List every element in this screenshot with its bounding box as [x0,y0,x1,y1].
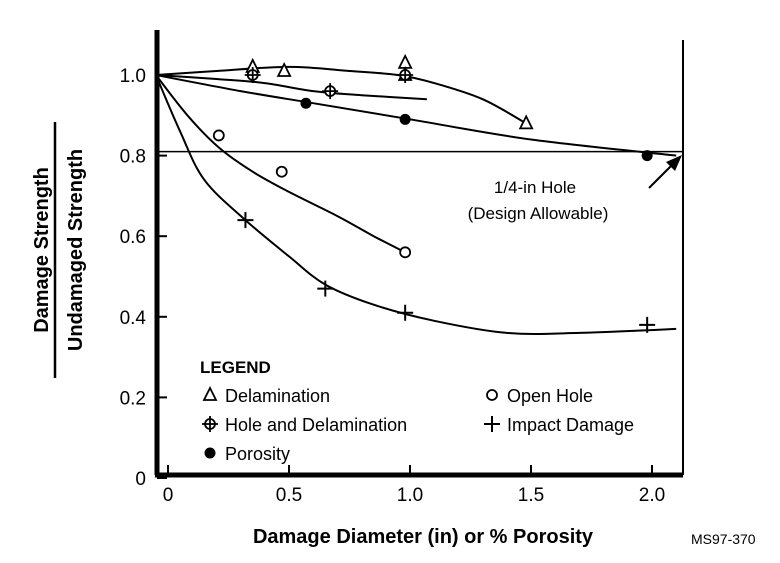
data-markers [212,53,656,333]
legend-item-porosity: Porosity [204,444,290,464]
legend: Delamination Hole and Delamination Porosit… [202,385,634,464]
legend-label: Delamination [225,386,330,406]
annotation-line-1: 1/4-in Hole [494,178,576,197]
figure-id: MS97-370 [691,531,756,547]
x-axis-title: Damage Diameter (in) or % Porosity [253,526,594,548]
data-point-open-hole [212,129,225,142]
legend-label: Open Hole [507,386,593,406]
legend-marker-delamination [202,385,218,401]
fit-curve-hole-and-delamination [155,74,427,101]
y-tick-label: 0.6 [120,227,146,248]
y-tick-label: 0.2 [120,388,146,409]
legend-marker-open-hole [486,389,498,401]
data-point-hole-and-delamination [322,83,339,100]
y-tick-label: 0.4 [120,308,147,329]
data-point-delamination [518,114,534,130]
axes [154,30,684,478]
legend-label: Impact Damage [507,415,634,435]
data-point-impact-damage [237,212,254,229]
data-point-impact-damage [317,280,334,297]
x-tick-label: 0 [163,485,174,506]
legend-item-impact-damage: Impact Damage [484,415,634,435]
data-point-porosity [641,150,653,162]
y-tick-label: 0.8 [120,147,146,168]
legend-marker-impact-damage [484,416,500,432]
x-tick-label: 1.0 [397,485,423,506]
x-tick-label: 0.5 [276,485,302,506]
x-tick-label: 1.5 [518,485,544,506]
legend-item-hole-and-delamination: Hole and Delamination [202,415,407,435]
data-point-porosity [399,113,411,125]
y-tick-label: 0 [135,469,146,490]
y-axis-title-top: Damage Strength [31,167,53,333]
data-point-porosity [300,97,312,109]
legend-item-open-hole: Open Hole [486,386,593,406]
data-point-hole-and-delamination [397,67,414,83]
data-point-impact-damage [397,304,414,321]
data-point-delamination [276,61,292,77]
data-point-hole-and-delamination [244,67,261,83]
y-axis-title-bottom: Undamaged Strength [65,149,87,351]
data-point-open-hole [399,246,412,259]
fit-curve-impact-damage [154,74,677,335]
y-tick-label: 1.0 [120,66,146,87]
data-point-impact-damage [639,316,656,333]
annotation-arrow [648,155,682,189]
legend-label: Porosity [225,444,290,464]
legend-label: Hole and Delamination [225,415,407,435]
x-tick-label: 2.0 [639,485,665,506]
legend-marker-hole-and-delamination [202,416,218,432]
data-point-open-hole [275,165,288,178]
ticks: 0 0.2 0.4 0.6 0.8 1.0 0 0.5 1.0 1.5 2.0 [120,66,666,506]
annotation-line-2: (Design Allowable) [468,204,609,223]
legend-item-delamination: Delamination [202,385,330,406]
legend-title: LEGEND [200,358,271,377]
fit-curve-open-hole [155,74,406,254]
fit-curve-porosity [155,74,677,157]
legend-marker-porosity [204,447,216,459]
fit-curve-delamination [155,65,527,125]
fit-curves [154,65,677,335]
